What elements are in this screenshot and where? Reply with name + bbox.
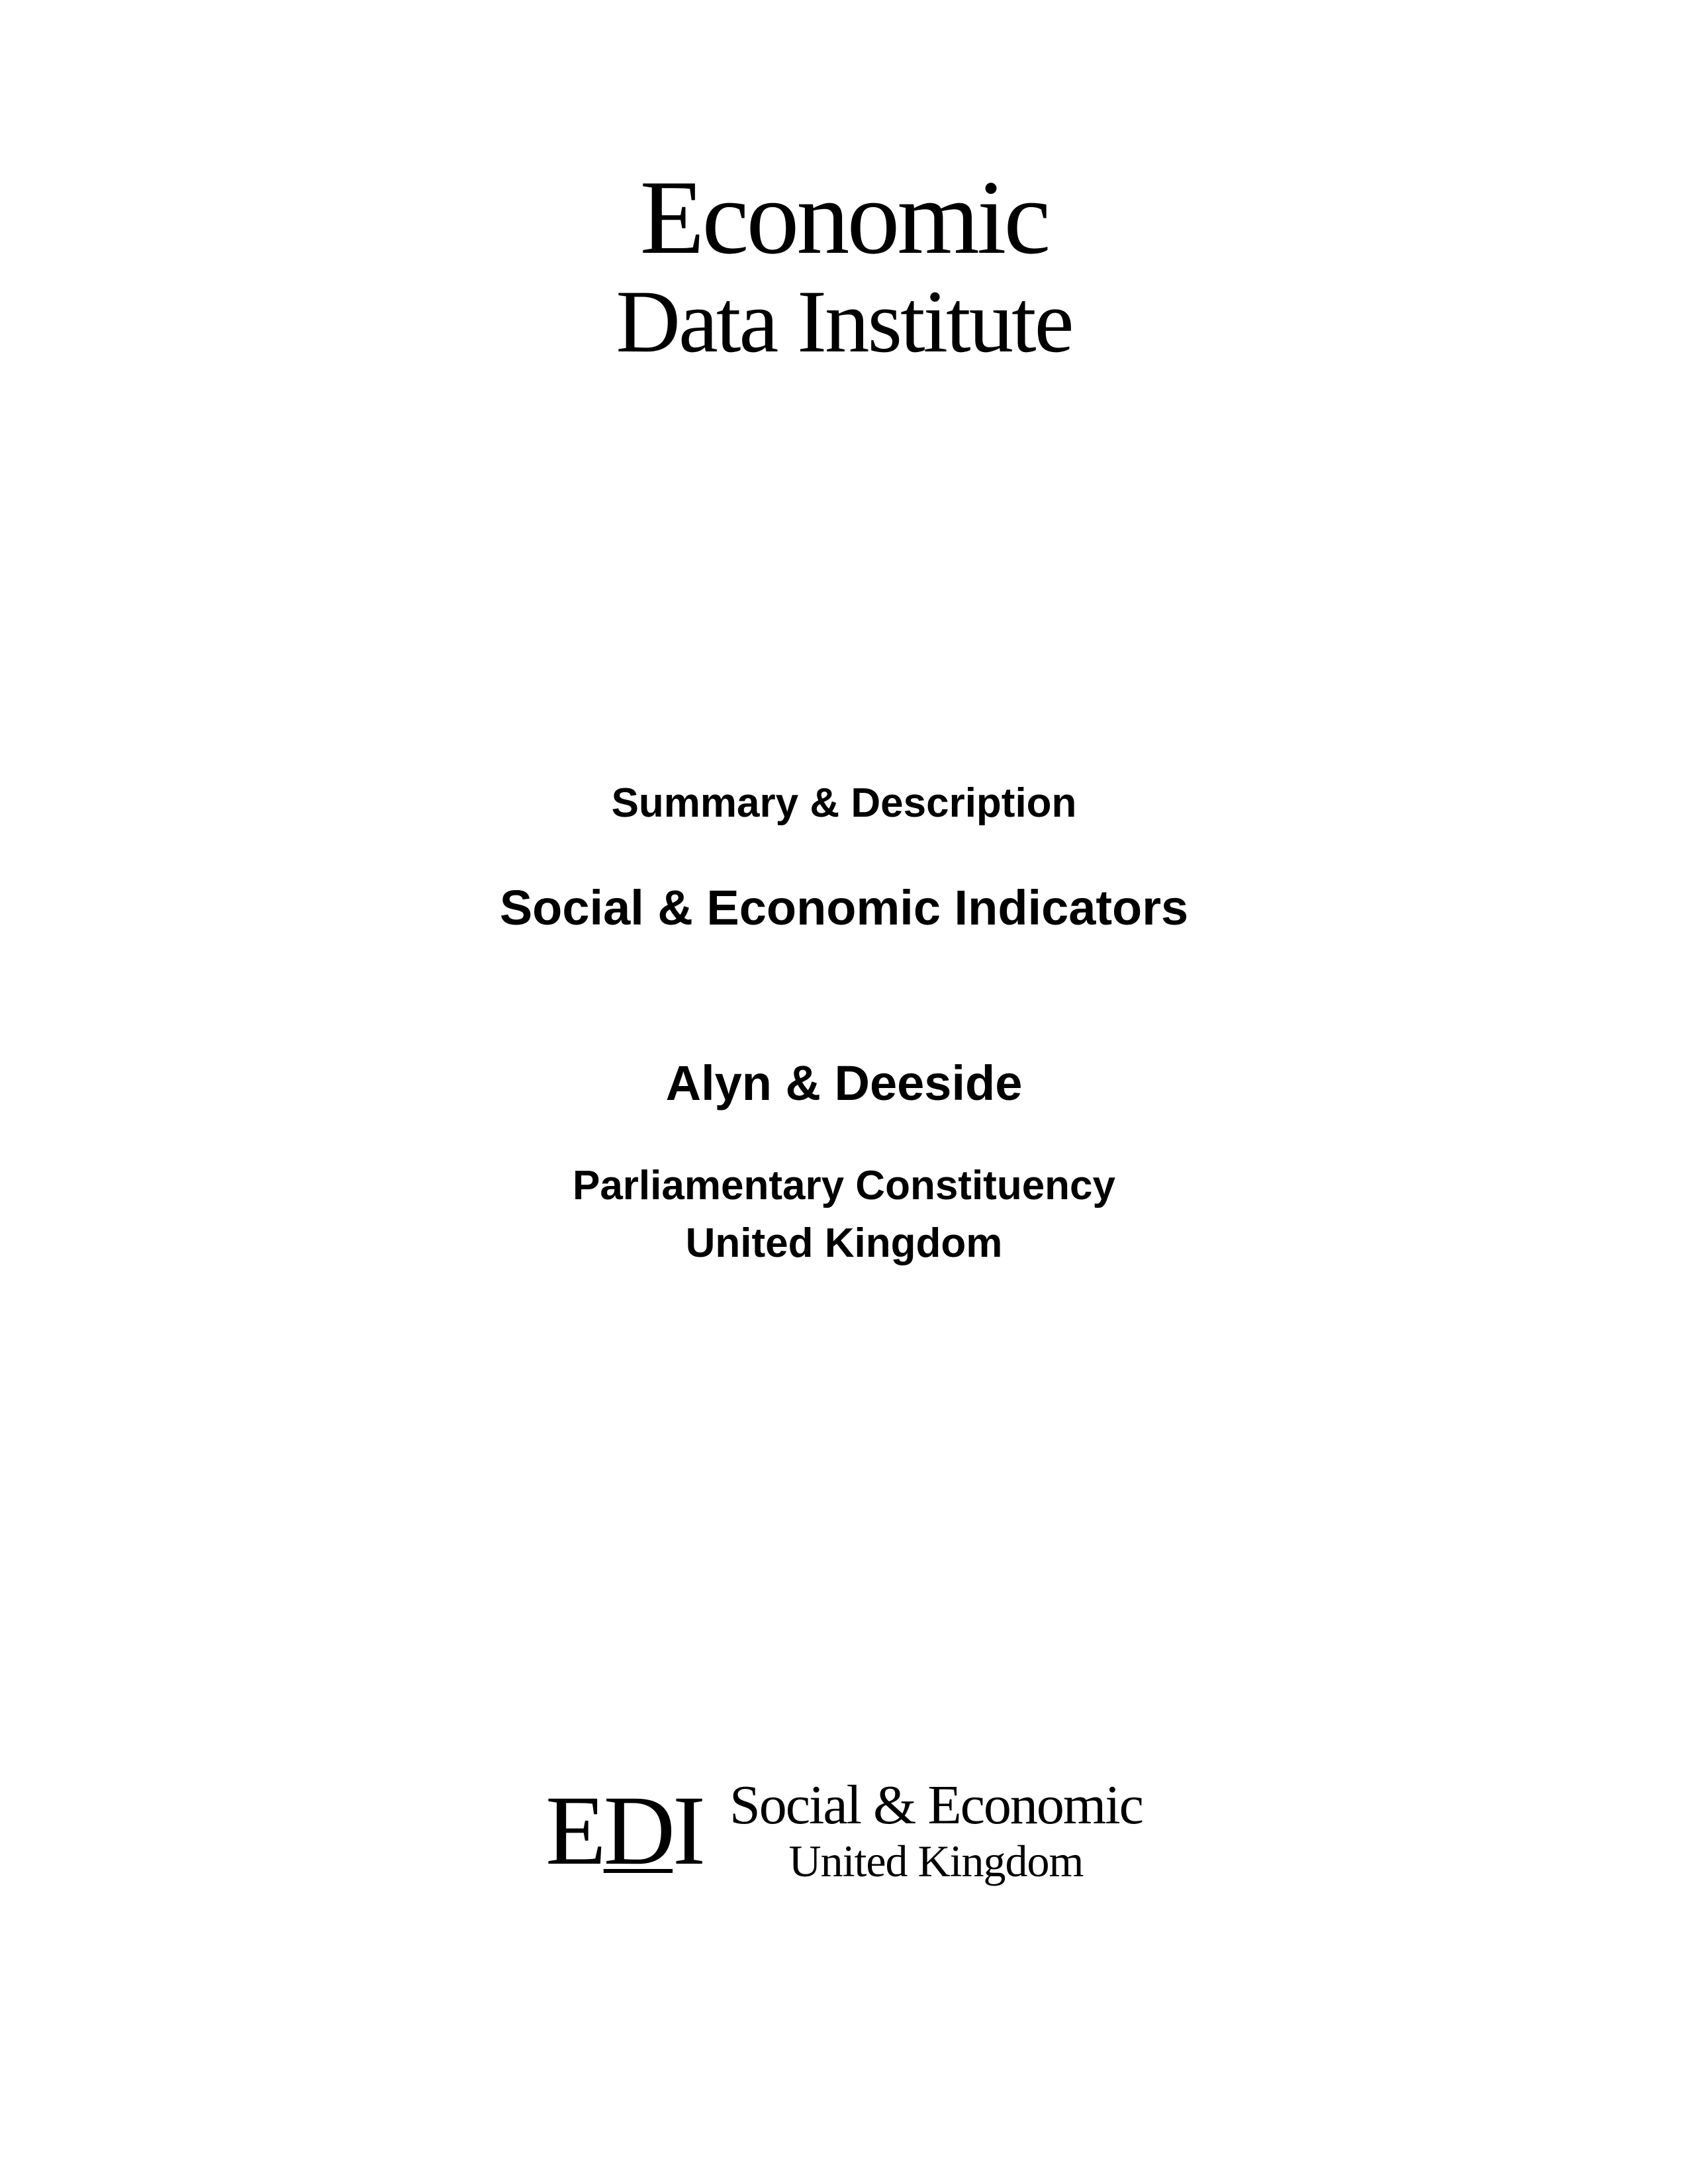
constituency-line2: United Kingdom xyxy=(686,1220,1003,1266)
mark-underlined: D xyxy=(604,1776,673,1886)
indicators-heading: Social & Economic Indicators xyxy=(500,880,1188,936)
title-block: Summary & Description Social & Economic … xyxy=(500,780,1188,1273)
top-logo-line1: Economic xyxy=(616,159,1072,275)
top-logo-line2: Data Institute xyxy=(616,275,1072,369)
bottom-logo-text-line1: Social & Economic xyxy=(729,1775,1143,1836)
document-page: Economic Data Institute Summary & Descri… xyxy=(0,0,1688,2184)
mark-suffix: I xyxy=(673,1776,703,1886)
constituency-line1: Parliamentary Constituency xyxy=(573,1163,1115,1208)
mark-prefix: E xyxy=(545,1776,604,1886)
summary-heading: Summary & Description xyxy=(500,780,1188,827)
top-logo: Economic Data Institute xyxy=(616,159,1072,369)
constituency-heading: Parliamentary Constituency United Kingdo… xyxy=(500,1158,1188,1273)
bottom-logo: EDI Social & Economic United Kingdom xyxy=(545,1775,1143,1886)
region-heading: Alyn & Deeside xyxy=(500,1055,1188,1111)
bottom-logo-text-line2: United Kingdom xyxy=(788,1837,1083,1886)
bottom-logo-mark: EDI xyxy=(545,1781,703,1880)
bottom-logo-text: Social & Economic United Kingdom xyxy=(729,1775,1143,1886)
